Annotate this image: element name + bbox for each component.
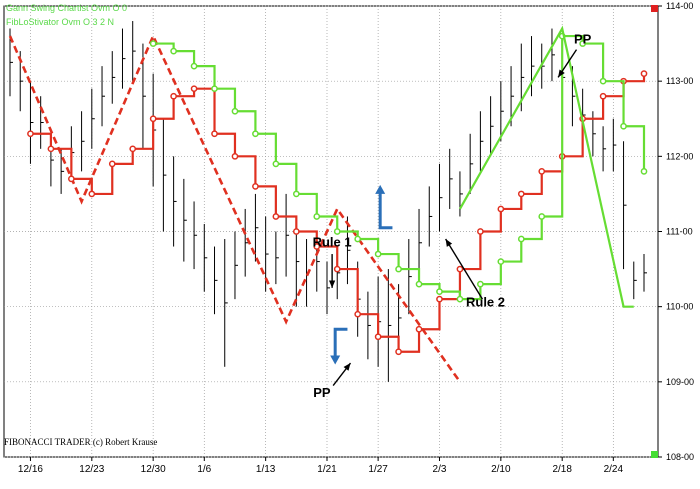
series-point-2 [211, 85, 218, 93]
annotation-arrow-3-head [343, 363, 351, 371]
bearish-marker-head [330, 355, 341, 365]
series-point-1 [599, 92, 607, 100]
series-point-2 [272, 160, 280, 168]
series-point-2 [477, 280, 484, 288]
x-tick-label: 12/30 [141, 464, 166, 475]
series-point-1 [354, 310, 362, 318]
y-tick-label: 112-00 [666, 151, 693, 161]
chart-credit: FIBONACCI TRADER (c) Robert Krause [4, 437, 157, 447]
series-point-1 [170, 92, 177, 100]
series-point-2 [395, 265, 402, 273]
annotations: Rule 1 Rule 2 PP PP [313, 32, 592, 400]
series-point-1 [252, 183, 259, 190]
series-point-1 [415, 325, 423, 333]
series-point-2 [252, 130, 259, 138]
x-tick-label: 1/27 [368, 464, 388, 475]
annotation-arrow-1 [445, 238, 484, 300]
series-point-2 [415, 280, 423, 288]
x-tick-label: 2/3 [433, 464, 447, 475]
series-point-1 [190, 85, 198, 93]
series-point-2 [374, 250, 382, 258]
y-tick-label: 108-00 [666, 452, 694, 462]
annotation-arrow-1-head [445, 239, 453, 247]
series-point-1 [436, 295, 443, 303]
annotation-2: PP [574, 32, 592, 47]
x-tick-label: 1/13 [256, 464, 276, 475]
annotation-0: Rule 1 [313, 235, 352, 250]
series-point-1 [47, 145, 55, 153]
annotation-3: PP [313, 385, 331, 400]
x-tick-label: 1/6 [197, 464, 211, 475]
series-point-1 [477, 228, 484, 235]
legend-item-0: Gann Swing Chartist Ovm O 0 [6, 3, 127, 13]
y-tick-label: 114-00 [666, 1, 693, 11]
legend-item-1: FibLoStivator Ovm O 3 2 N [6, 17, 114, 27]
series-point-1 [538, 168, 546, 175]
series-point-2 [149, 40, 157, 47]
series-point-1 [292, 228, 300, 235]
series-point-2 [231, 107, 239, 115]
series-point-2 [620, 122, 627, 130]
bullish-marker [378, 190, 393, 230]
annotation-arrow-0-head [328, 280, 336, 288]
series-point-2 [354, 235, 362, 243]
series-line-0 [8, 32, 461, 383]
series-point-2 [170, 47, 177, 55]
y-tick-label: 110-00 [666, 302, 693, 312]
series-point-1 [395, 348, 402, 356]
x-tick-label: 2/10 [491, 464, 511, 475]
series-point-1 [272, 213, 280, 220]
bearish-marker [333, 327, 348, 360]
series-point-1 [88, 190, 96, 198]
series-point-2 [517, 235, 525, 243]
annotation-1: Rule 2 [466, 295, 505, 310]
series-point-1 [313, 243, 321, 250]
series-point-1 [517, 190, 525, 198]
y-tick-label: 113-00 [666, 76, 693, 86]
series-point-2 [333, 228, 341, 235]
series-point-1 [640, 70, 648, 78]
series-point-2 [538, 213, 546, 220]
bottom-marker [651, 451, 658, 458]
series-layer [8, 25, 648, 383]
y-tick-label: 109-00 [666, 377, 694, 387]
ohlc-bars [9, 21, 647, 382]
series-point-1 [456, 265, 464, 273]
series-point-1 [333, 265, 341, 273]
series-point-2 [436, 288, 443, 295]
series-point-1 [211, 130, 218, 138]
top-marker [651, 5, 658, 12]
x-tick-label: 2/24 [604, 464, 624, 475]
x-tick-label: 1/21 [317, 464, 337, 475]
series-point-1 [108, 160, 116, 168]
series-point-1 [231, 152, 239, 160]
series-point-2 [599, 77, 607, 85]
series-point-2 [292, 190, 300, 198]
x-tick-label: 12/23 [79, 464, 104, 475]
axes: 114-00 113-00 112-00 111-00 110-00 109-00 108-… [18, 1, 694, 475]
series-point-2 [640, 168, 648, 175]
series-point-1 [68, 175, 75, 183]
x-tick-label: 2/18 [552, 464, 572, 475]
series-point-2 [456, 295, 464, 303]
series-point-2 [190, 62, 198, 70]
series-point-1 [374, 333, 382, 341]
x-tick-label: 12/16 [18, 464, 43, 475]
y-tick-label: 111-00 [666, 227, 693, 237]
bullish-marker-head [375, 184, 386, 194]
series-line-3 [458, 25, 634, 308]
series-point-1 [129, 145, 137, 153]
annotation-arrow-2-head [558, 69, 565, 78]
series-point-2 [579, 40, 586, 47]
series-point-2 [313, 213, 321, 220]
series-point-1 [497, 205, 505, 213]
series-point-1 [149, 115, 157, 123]
series-point-1 [27, 130, 34, 138]
series-point-2 [497, 258, 505, 265]
